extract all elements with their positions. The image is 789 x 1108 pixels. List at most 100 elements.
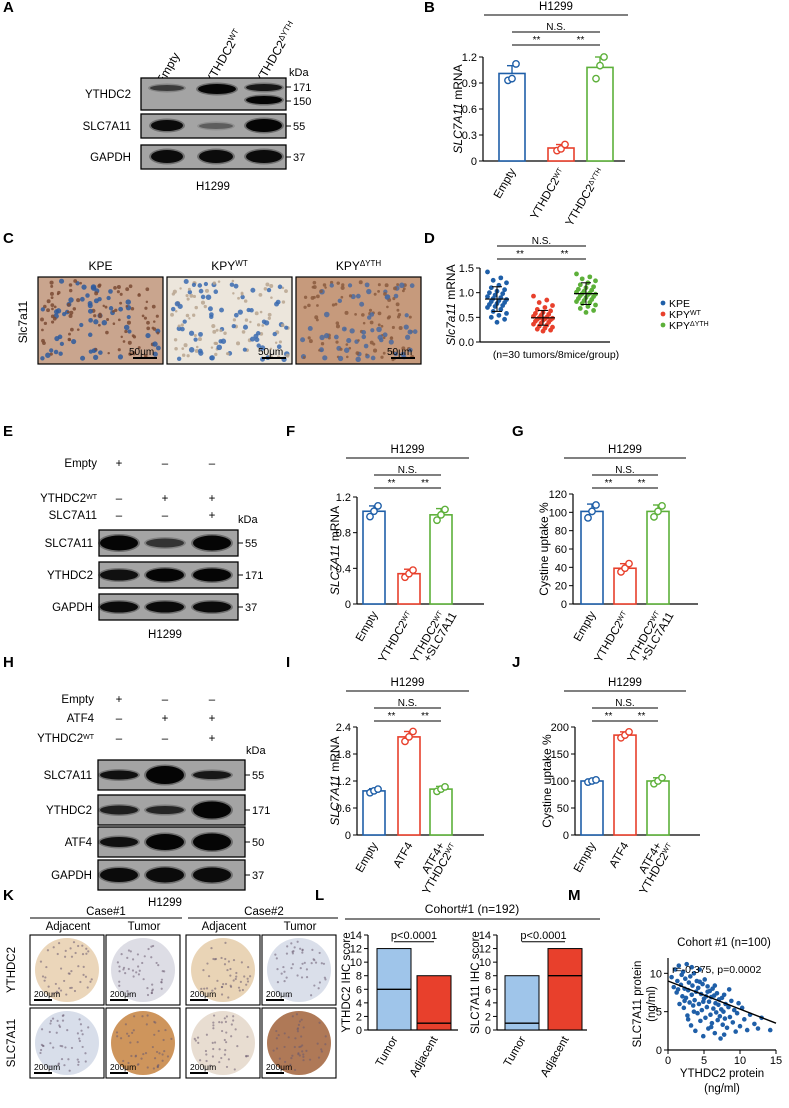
cell-dot: [215, 328, 219, 332]
tissue-speck: [199, 1059, 202, 1062]
data-point: [696, 1001, 702, 1007]
tissue-speck: [79, 1023, 83, 1026]
range-bar: [504, 975, 540, 1031]
cell-dot: [241, 330, 246, 334]
tissue-speck: [225, 1031, 228, 1034]
tissue-speck: [221, 985, 224, 989]
cell-dot: [131, 334, 135, 338]
cell-dot: [361, 313, 365, 317]
marker-label: 37: [245, 602, 257, 614]
cell-dot: [182, 319, 187, 324]
cell-dot: [373, 292, 377, 296]
data-point: [596, 61, 604, 70]
tissue-speck: [119, 1037, 123, 1040]
cell-dot: [396, 308, 400, 312]
tissue-speck: [61, 1014, 64, 1017]
data-point: [717, 1013, 723, 1019]
data-point: [677, 1001, 682, 1007]
blot-strip: [140, 77, 287, 111]
cell-dot: [174, 310, 178, 313]
data-point: [512, 60, 520, 68]
cell-dot: [146, 326, 151, 331]
significance-label: N.S.: [532, 236, 551, 247]
cell-dot: [188, 347, 195, 353]
cell-dot: [198, 350, 204, 356]
data-point: [625, 727, 633, 736]
cell-dot: [125, 299, 131, 305]
data-point: [433, 516, 441, 525]
tissue-speck: [70, 970, 73, 973]
data-point: [682, 976, 688, 981]
data-point: [681, 1005, 687, 1011]
tissue-speck: [143, 955, 146, 958]
data-point: [540, 328, 546, 334]
tissue-speck: [274, 953, 277, 956]
data-point: [702, 977, 708, 982]
row-label: YTHDC2: [46, 805, 92, 817]
data-point: [577, 306, 583, 311]
band-core: [246, 96, 282, 104]
cell-dot: [256, 323, 261, 327]
tissue-speck: [310, 962, 313, 965]
tissue-speck: [297, 1053, 300, 1056]
band: [197, 121, 235, 131]
bar: [613, 734, 637, 836]
ihc-image: [166, 276, 293, 365]
cell-dot: [389, 336, 394, 340]
band-halo: [98, 568, 140, 582]
text-span: mRNA: [328, 506, 342, 545]
tissue-speck: [153, 1057, 157, 1060]
data-point: [584, 513, 592, 522]
bar: [646, 780, 670, 836]
bar: [580, 510, 604, 605]
significance-label: **: [516, 249, 524, 260]
tissue-speck: [150, 991, 154, 995]
tissue-speck: [290, 967, 293, 970]
cell-dot: [258, 292, 263, 297]
y-axis-label: SLC7A11 mRNA: [451, 64, 465, 153]
cell-dot: [233, 312, 239, 318]
cell-dot: [193, 337, 198, 342]
cell-dot: [211, 324, 216, 329]
cell-dot: [98, 350, 103, 355]
tissue-speck: [57, 941, 61, 945]
data-point: [654, 507, 662, 516]
tissue-speck: [141, 961, 144, 965]
x-tick-label: Adjacent: [408, 1034, 441, 1079]
band: [191, 866, 233, 884]
cell-dot: [346, 355, 349, 359]
cell-dot: [345, 343, 349, 346]
cell-dot: [276, 344, 282, 350]
cell-dot: [40, 307, 45, 312]
cell-dot: [119, 301, 123, 305]
tissue-speck: [86, 986, 89, 989]
band-halo: [191, 567, 233, 583]
condition-mark: –: [162, 694, 169, 706]
cell-dot: [335, 324, 340, 329]
band-halo: [144, 764, 186, 786]
tissue-speck: [136, 1041, 139, 1044]
tissue-speck: [224, 1020, 228, 1023]
data-point: [550, 303, 555, 308]
cell-dot: [76, 298, 81, 303]
band: [244, 117, 284, 134]
y-tick-label: 6: [356, 984, 362, 996]
tma-core: [191, 1011, 255, 1075]
cell-dot: [256, 343, 261, 348]
data-point: [706, 999, 712, 1004]
scale-label: 200μm: [190, 1062, 216, 1072]
cell-dot: [128, 352, 133, 356]
bar: [362, 510, 386, 605]
cell-dot: [126, 314, 131, 320]
text-span: KPY: [211, 259, 235, 273]
bar: [429, 788, 453, 836]
cell-dot: [219, 307, 224, 313]
x-tick-label: ATF4: [608, 840, 632, 870]
data-point: [370, 507, 378, 516]
cell-dot: [49, 352, 53, 356]
tissue-speck: [56, 1019, 59, 1022]
band-halo: [244, 117, 284, 134]
cell-dot: [339, 347, 343, 351]
data-point: [591, 308, 596, 313]
legend-label: KPYΔYTH: [669, 320, 709, 332]
